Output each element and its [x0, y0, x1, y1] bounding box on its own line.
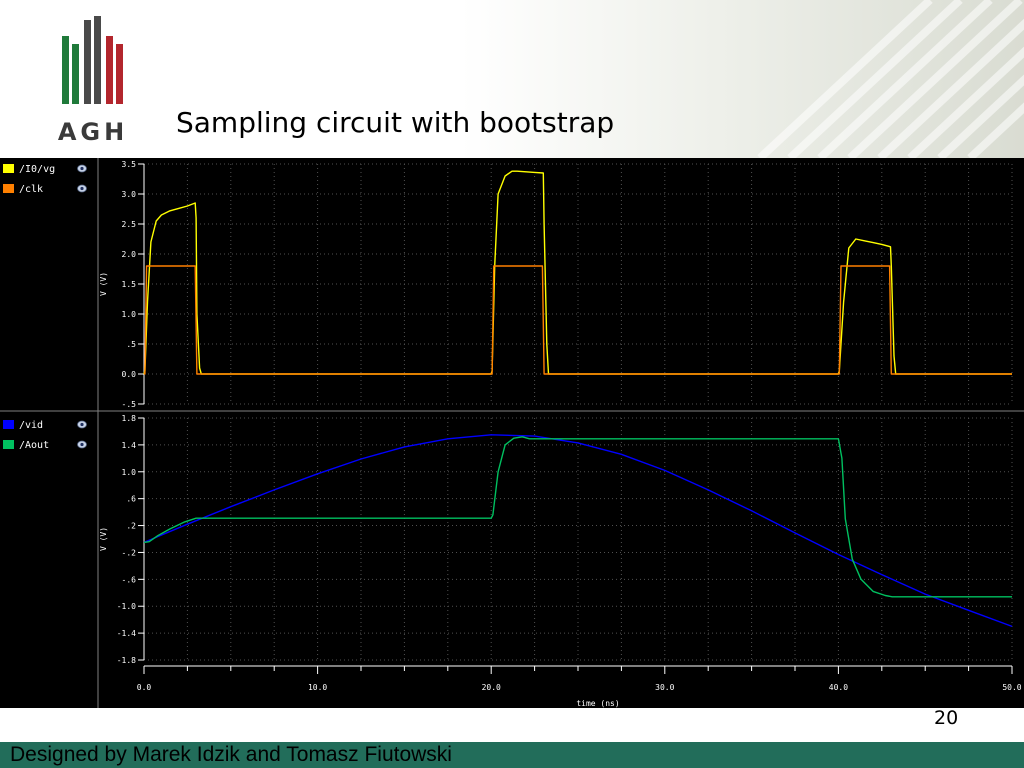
logo-text: AGH [58, 118, 128, 144]
legend-swatch [3, 440, 14, 449]
y-tick-label: 2.0 [122, 250, 137, 259]
y-tick-label: -.2 [122, 548, 137, 557]
visibility-eye-pupil [80, 186, 84, 191]
y-axis-title: V (V) [99, 272, 108, 296]
legend-swatch [3, 184, 14, 193]
y-tick-label: 1.0 [122, 468, 137, 477]
y-tick-label: .5 [126, 340, 136, 349]
page-number: 20 [934, 707, 959, 729]
y-tick-label: -1.0 [117, 602, 136, 611]
legend-entry: /vid [19, 420, 43, 431]
y-tick-label: 1.8 [122, 414, 137, 423]
legend-swatch [3, 420, 14, 429]
y-tick-label: 1.0 [122, 310, 137, 319]
x-axis-title: time (ns) [576, 699, 619, 708]
visibility-eye-pupil [80, 166, 84, 171]
y-tick-label: -.6 [122, 575, 137, 584]
y-tick-label: 3.0 [122, 190, 137, 199]
y-tick-label: 3.5 [122, 160, 137, 169]
legend-entry: /Aout [19, 440, 49, 451]
slide-header: AGH Sampling circuit with bootstrap [0, 0, 1024, 158]
y-tick-label: -1.8 [117, 656, 136, 665]
x-tick-label: 20.0 [482, 683, 501, 692]
y-tick-label: 0.0 [122, 370, 137, 379]
x-tick-label: 50.0 [1002, 683, 1021, 692]
waveform-viewer: 3.5 3.0 2.5 2.0 1.5 1.0 .5 0.0 -.5 V (V) /I0/vg/cl… [0, 158, 1024, 708]
y-tick-label: .2 [126, 522, 136, 531]
y-tick-label: 2.5 [122, 220, 137, 229]
series-line [144, 265, 1012, 375]
logo-bar-green [62, 36, 69, 104]
y-tick-label: .6 [126, 495, 136, 504]
waveform-plot: 3.5 3.0 2.5 2.0 1.5 1.0 .5 0.0 -.5 V (V) /I0/vg/cl… [0, 158, 1024, 708]
legend-entry: /clk [19, 184, 43, 195]
y-tick-label: -1.4 [117, 629, 136, 638]
footer-credit: Designed by Marek Idzik and Tomasz Fiuto… [10, 743, 452, 766]
x-tick-label: 10.0 [308, 683, 327, 692]
decorative-stripes [757, 0, 1024, 158]
visibility-eye-pupil [80, 442, 84, 447]
series-line [143, 434, 1013, 628]
slide-footer: Designed by Marek Idzik and Tomasz Fiuto… [0, 742, 1024, 768]
agh-logo: AGH [58, 16, 128, 144]
series-line [143, 170, 1012, 375]
visibility-eye-pupil [80, 422, 84, 427]
y-tick-label: 1.4 [122, 441, 137, 450]
y-tick-label: 1.5 [122, 280, 137, 289]
legend-entry: /I0/vg [19, 164, 55, 175]
series-line [143, 436, 1012, 598]
legend-swatch [3, 164, 14, 173]
x-tick-label: 30.0 [655, 683, 674, 692]
slide-title: Sampling circuit with bootstrap [176, 106, 615, 139]
y-axis-title: V (V) [99, 527, 108, 551]
x-tick-label: 0.0 [137, 683, 152, 692]
x-tick-label: 40.0 [829, 683, 848, 692]
y-tick-label: -.5 [122, 400, 137, 409]
